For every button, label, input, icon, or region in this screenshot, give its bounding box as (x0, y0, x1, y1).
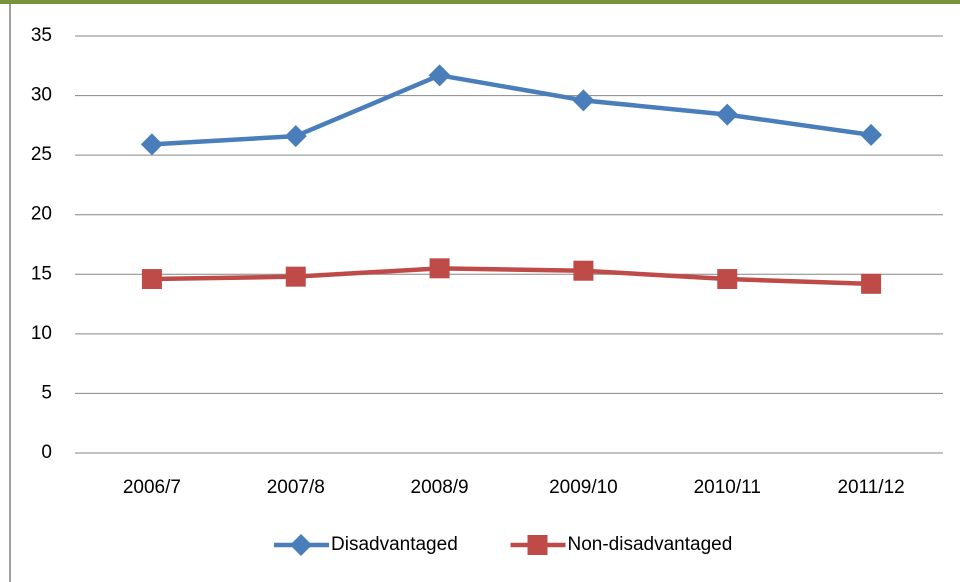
data-point (572, 89, 595, 112)
series-line (151, 73, 872, 147)
data-point (861, 273, 882, 294)
y-tick-label: 30 (31, 85, 52, 106)
y-tick-label: 35 (31, 25, 52, 46)
data-point (428, 64, 451, 87)
data-point (429, 258, 450, 279)
data-point (140, 133, 163, 156)
data-point (573, 260, 594, 281)
data-point (141, 269, 162, 290)
y-tick-label: 15 (31, 263, 52, 284)
x-tick-label: 2006/7 (123, 477, 181, 498)
legend-label: Non-disadvantaged (568, 534, 733, 555)
data-point (860, 123, 883, 146)
x-tick-label: 2008/9 (411, 477, 469, 498)
legend-marker (290, 534, 312, 556)
x-tick-label: 2010/11 (694, 477, 761, 498)
data-point (716, 103, 739, 126)
data-point (285, 266, 306, 287)
y-tick-label: 25 (31, 144, 52, 165)
legend-marker (527, 535, 548, 555)
legend-label: Disadvantaged (331, 534, 458, 555)
x-tick-label: 2011/12 (837, 477, 904, 498)
data-point (284, 125, 307, 148)
top-border (0, 0, 960, 4)
data-point (717, 269, 738, 290)
x-tick-label: 2009/10 (549, 477, 618, 498)
x-tick-label: 2007/8 (267, 477, 325, 498)
y-tick-label: 5 (41, 382, 52, 403)
y-tick-label: 20 (31, 204, 52, 225)
y-tick-label: 0 (41, 442, 52, 463)
series-line (151, 266, 872, 287)
y-tick-label: 10 (31, 323, 52, 344)
